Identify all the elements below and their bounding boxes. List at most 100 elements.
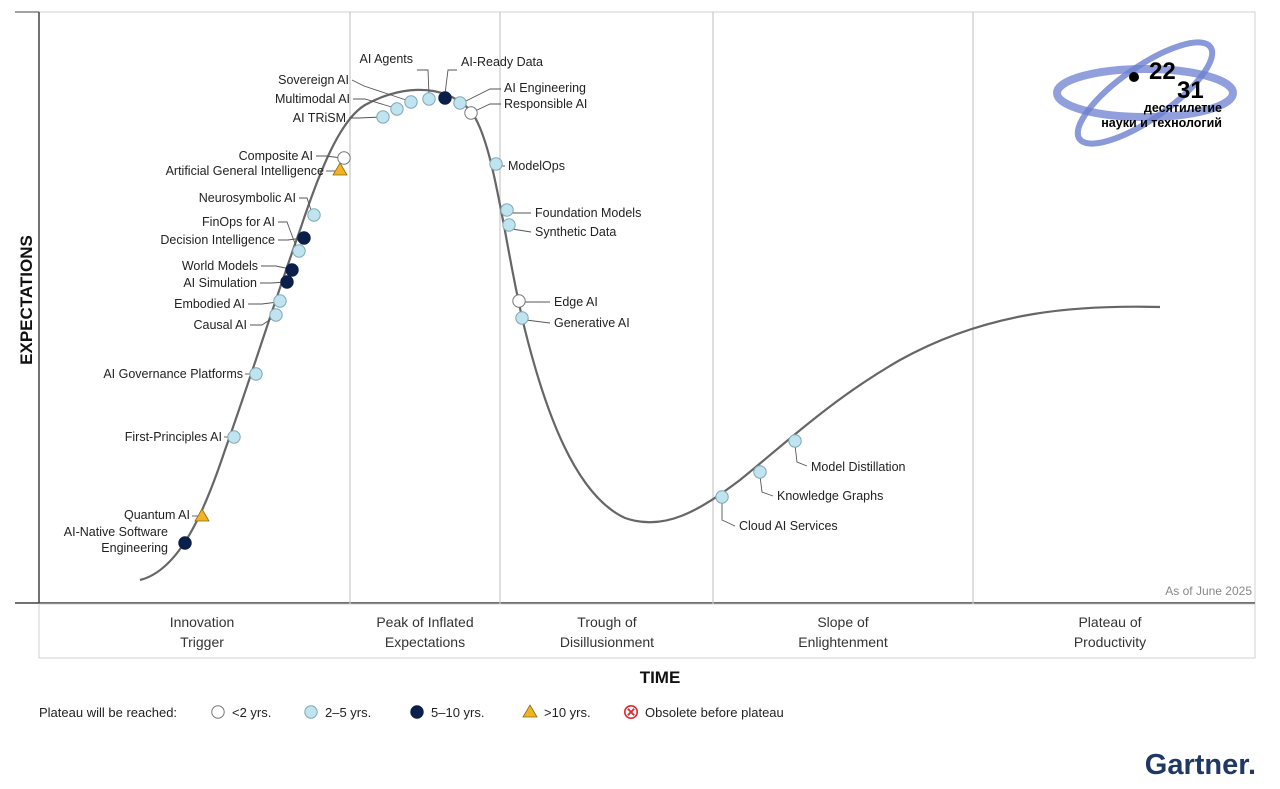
point-label-embodied-ai: Embodied AI [174, 297, 245, 311]
point-marker-ai-simulation [280, 275, 294, 289]
point-label-ai-ready-data: AI-Ready Data [461, 55, 543, 69]
decade-logo: 22 31 десятилетие науки и технологий [1053, 39, 1237, 147]
point-label-modelops: ModelOps [508, 159, 565, 173]
point-label-quantum-ai: Quantum AI [124, 508, 190, 522]
point-label-composite-ai: Composite AI [239, 149, 313, 163]
as-of-note: As of June 2025 [1165, 584, 1252, 598]
legend-marker-2to5 [304, 705, 318, 719]
phase-label: Trough of Disillusionment [560, 614, 654, 650]
plot-frame [38, 11, 1256, 605]
point-label-multimodal-ai: Multimodal AI [275, 92, 350, 106]
phase-dividers [349, 12, 974, 658]
leader-line-ai-ready-data [444, 69, 457, 95]
point-label-ai-simulation: AI Simulation [183, 276, 257, 290]
point-label-artificial-general-intelligence: Artificial General Intelligence [166, 164, 324, 178]
legend-label-gt10: >10 yrs. [544, 705, 591, 720]
leader-line-embodied-ai [248, 301, 279, 305]
legend-label-2to5: 2–5 yrs. [325, 705, 371, 720]
point-marker-responsible-ai [464, 106, 478, 120]
gartner-logo: Gartner. [1145, 749, 1256, 781]
point-label-ai-trism: AI TRiSM [293, 111, 346, 125]
point-marker-decision-intelligence [297, 231, 311, 245]
legend-label-5to10: 5–10 yrs. [431, 705, 484, 720]
point-marker-ai-trism [376, 110, 390, 124]
point-marker-synthetic-data [502, 218, 516, 232]
point-label-ai-engineering: AI Engineering [504, 81, 586, 95]
phase-label: Slope of Enlightenment [798, 614, 888, 650]
logo-number-bottom: 31 [1177, 77, 1204, 104]
point-label-ai-native-software-engineering: AI-Native Software Engineering [64, 525, 168, 555]
leader-lines [192, 69, 808, 527]
point-label-ai-agents: AI Agents [359, 52, 413, 66]
leader-line-multimodal-ai [353, 98, 396, 109]
leader-line-causal-ai [250, 316, 275, 326]
point-marker-multimodal-ai [390, 102, 404, 116]
point-marker-finops-for-ai [292, 244, 306, 258]
leader-line-ai-engineering [463, 88, 501, 103]
point-marker-neurosymbolic-ai [307, 208, 321, 222]
point-label-causal-ai: Causal AI [193, 318, 247, 332]
point-marker-generative-ai [515, 311, 529, 325]
legend-marker-5to10 [410, 705, 424, 719]
point-marker-knowledge-graphs [753, 465, 767, 479]
logo-ring [1053, 65, 1237, 121]
leader-line-world-models [261, 265, 291, 270]
point-label-neurosymbolic-ai: Neurosymbolic AI [199, 191, 296, 205]
point-label-foundation-models: Foundation Models [535, 206, 641, 220]
phase-band [38, 603, 1256, 659]
point-marker-sovereign-ai [404, 95, 418, 109]
point-marker-cloud-ai-services [715, 490, 729, 504]
point-marker-ai-governance-platforms [249, 367, 263, 381]
leader-line-cloud-ai-services [721, 501, 736, 527]
legend: Plateau will be reached: <2 yrs. 2–5 yrs.… [39, 704, 784, 720]
point-marker-ai-ready-data [438, 91, 452, 105]
leader-line-neurosymbolic-ai [299, 197, 313, 214]
leader-line-composite-ai [316, 155, 343, 159]
point-marker-ai-native-software-engineering [178, 536, 192, 550]
point-marker-modelops [489, 157, 503, 171]
legend-label-lt2: <2 yrs. [232, 705, 271, 720]
point-marker-world-models [285, 263, 299, 277]
point-label-cloud-ai-services: Cloud AI Services [739, 519, 838, 533]
point-label-world-models: World Models [182, 259, 258, 273]
phase-label: Plateau of Productivity [1074, 614, 1146, 650]
phase-label: Peak of Inflated Expectations [376, 614, 473, 650]
legend-title: Plateau will be reached: [39, 705, 177, 720]
logo-ring [1074, 39, 1216, 147]
point-label-sovereign-ai: Sovereign AI [278, 73, 349, 87]
point-label-edge-ai: Edge AI [554, 295, 598, 309]
legend-marker-cross [627, 708, 635, 716]
logo-number-top: 22 [1149, 58, 1176, 85]
point-marker-artificial-general-intelligence [332, 162, 348, 176]
leader-line-generative-ai [525, 319, 551, 324]
point-labels: AI-Native Software Engineering Quantum AI F… [64, 52, 906, 555]
phase-label: Innovation Trigger [170, 614, 235, 650]
point-marker-quantum-ai [194, 508, 210, 522]
point-marker-ai-engineering [453, 96, 467, 110]
legend-marker-lt2 [211, 705, 225, 719]
legend-label-obsolete: Obsolete before plateau [645, 705, 784, 720]
phase-labels: Innovation Trigger Peak of Inflated Expecta… [170, 614, 1146, 650]
logo-line2: науки и технологий [1101, 116, 1222, 130]
point-label-model-distillation: Model Distillation [811, 460, 906, 474]
x-axis-title: TIME [640, 668, 681, 687]
leader-line-ai-agents [417, 69, 430, 96]
leader-line-ai-trism [349, 116, 382, 119]
point-label-responsible-ai: Responsible AI [504, 97, 587, 111]
point-marker-first-principles-ai [227, 430, 241, 444]
point-label-ai-governance-platforms: AI Governance Platforms [103, 367, 243, 381]
point-marker-ai-agents [422, 92, 436, 106]
y-axis-title: EXPECTATIONS [17, 235, 36, 365]
point-markers [178, 91, 802, 550]
point-marker-edge-ai [512, 294, 526, 308]
logo-line1: десятилетие [1144, 101, 1222, 115]
point-label-knowledge-graphs: Knowledge Graphs [777, 489, 883, 503]
point-label-first-principles-ai: First-Principles AI [125, 430, 222, 444]
point-marker-embodied-ai [273, 294, 287, 308]
point-marker-composite-ai [337, 151, 351, 165]
point-label-generative-ai: Generative AI [554, 316, 630, 330]
point-marker-causal-ai [269, 308, 283, 322]
point-label-synthetic-data: Synthetic Data [535, 225, 616, 239]
logo-dot [1129, 72, 1139, 82]
